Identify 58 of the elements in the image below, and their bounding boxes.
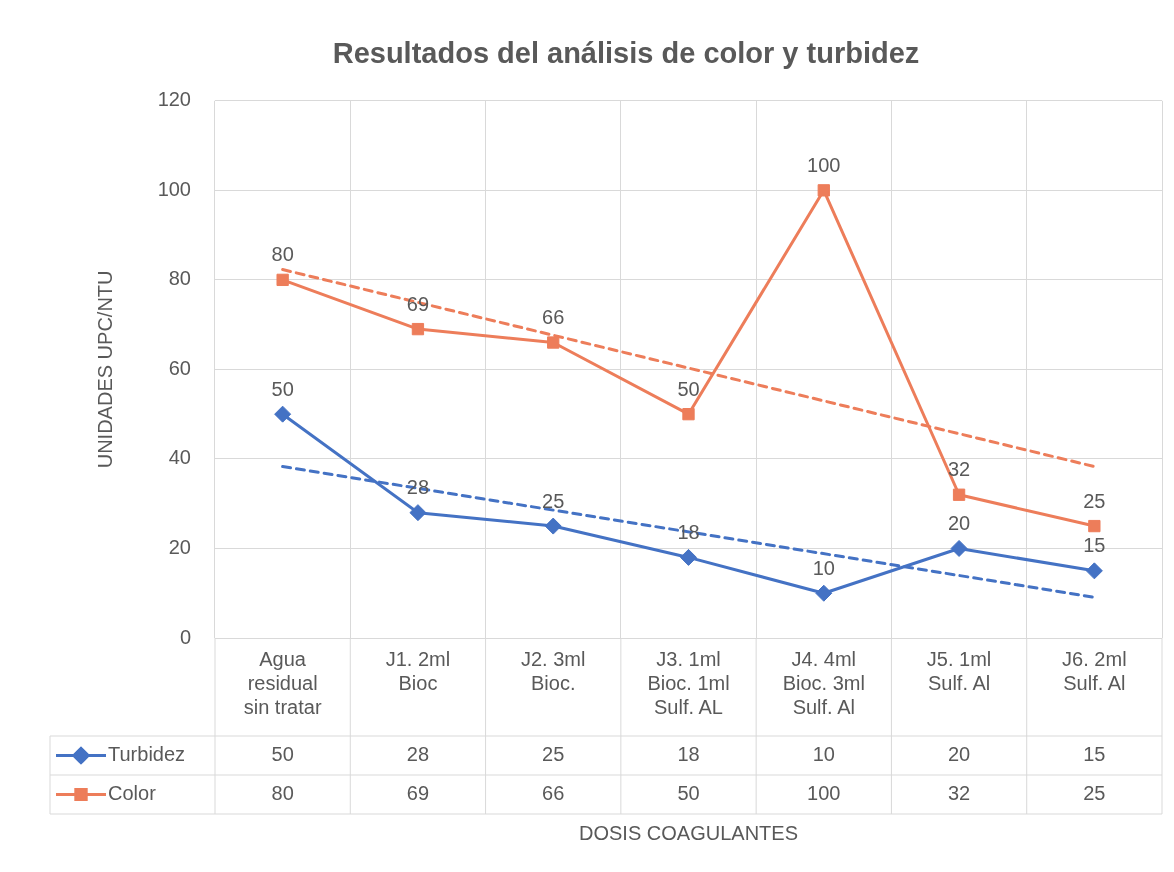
point xyxy=(544,517,562,535)
text: 15 xyxy=(1083,534,1106,557)
y-axis-title: UNIDADES UPC/NTU xyxy=(93,270,116,469)
y-tick-label: 80 xyxy=(168,267,191,290)
point xyxy=(680,548,697,566)
text: DOSIS COAGULANTES xyxy=(579,821,798,844)
chart-title: Resultados del análisis de color y turbidez xyxy=(332,37,920,70)
data-label: 25 xyxy=(542,743,565,766)
point xyxy=(411,322,425,336)
point xyxy=(815,584,833,602)
x-tick-label: J2. 3ml Bioc. xyxy=(520,647,586,694)
data-label: 28 xyxy=(406,743,430,766)
data-label: 50 xyxy=(271,743,294,766)
data-label: 18 xyxy=(677,743,700,766)
text: 66 xyxy=(542,306,565,329)
text: 20 xyxy=(947,511,971,534)
data-label: 66 xyxy=(542,782,565,805)
y-tick-label: 100 xyxy=(157,177,191,200)
y-tick-label: 20 xyxy=(168,535,191,558)
data-label: 25 xyxy=(1083,782,1106,805)
x-tick-label: J5. 1ml Sulf. Al xyxy=(926,647,992,694)
point xyxy=(547,336,560,349)
data-label: 20 xyxy=(947,743,971,766)
x-tick-label: J1. 2ml Bioc xyxy=(385,647,451,694)
y-tick-label: 120 xyxy=(157,88,191,111)
text: 100 xyxy=(807,153,841,176)
legend-label: Turbidez xyxy=(108,743,186,766)
x-tick-label: J6. 2ml Sulf. Al xyxy=(1062,647,1127,694)
data-label: 50 xyxy=(677,782,700,805)
point xyxy=(409,504,427,522)
text: 10 xyxy=(812,556,835,579)
text: 25 xyxy=(1083,489,1106,512)
point xyxy=(276,273,289,287)
x-tick-label: J3. 1ml Bioc. 1ml Sulf. AL xyxy=(647,647,730,718)
data-label: 10 xyxy=(812,743,835,766)
point xyxy=(1088,519,1101,533)
y-tick-label: 0 xyxy=(179,625,191,648)
point xyxy=(274,405,292,423)
data-label: 32 xyxy=(947,782,971,805)
data-label: 69 xyxy=(406,782,430,805)
data-label: 100 xyxy=(807,782,841,805)
point xyxy=(952,488,966,501)
data-label: 15 xyxy=(1083,743,1106,766)
text: 50 xyxy=(677,377,700,400)
data-label: 80 xyxy=(271,782,294,805)
legend-label: Color xyxy=(108,782,157,805)
point xyxy=(950,539,968,557)
text: 80 xyxy=(271,243,294,266)
text: 50 xyxy=(271,377,294,400)
point xyxy=(817,184,830,197)
x-tick-label: Agua residual sin tratar xyxy=(243,647,322,718)
point xyxy=(1085,562,1103,580)
text: 32 xyxy=(947,458,971,481)
point xyxy=(682,408,695,421)
text: 25 xyxy=(542,489,565,512)
y-tick-label: 40 xyxy=(168,446,191,469)
x-tick-label: J4. 4ml Bioc. 3ml Sulf. Al xyxy=(782,647,865,718)
y-tick-label: 60 xyxy=(168,356,191,379)
